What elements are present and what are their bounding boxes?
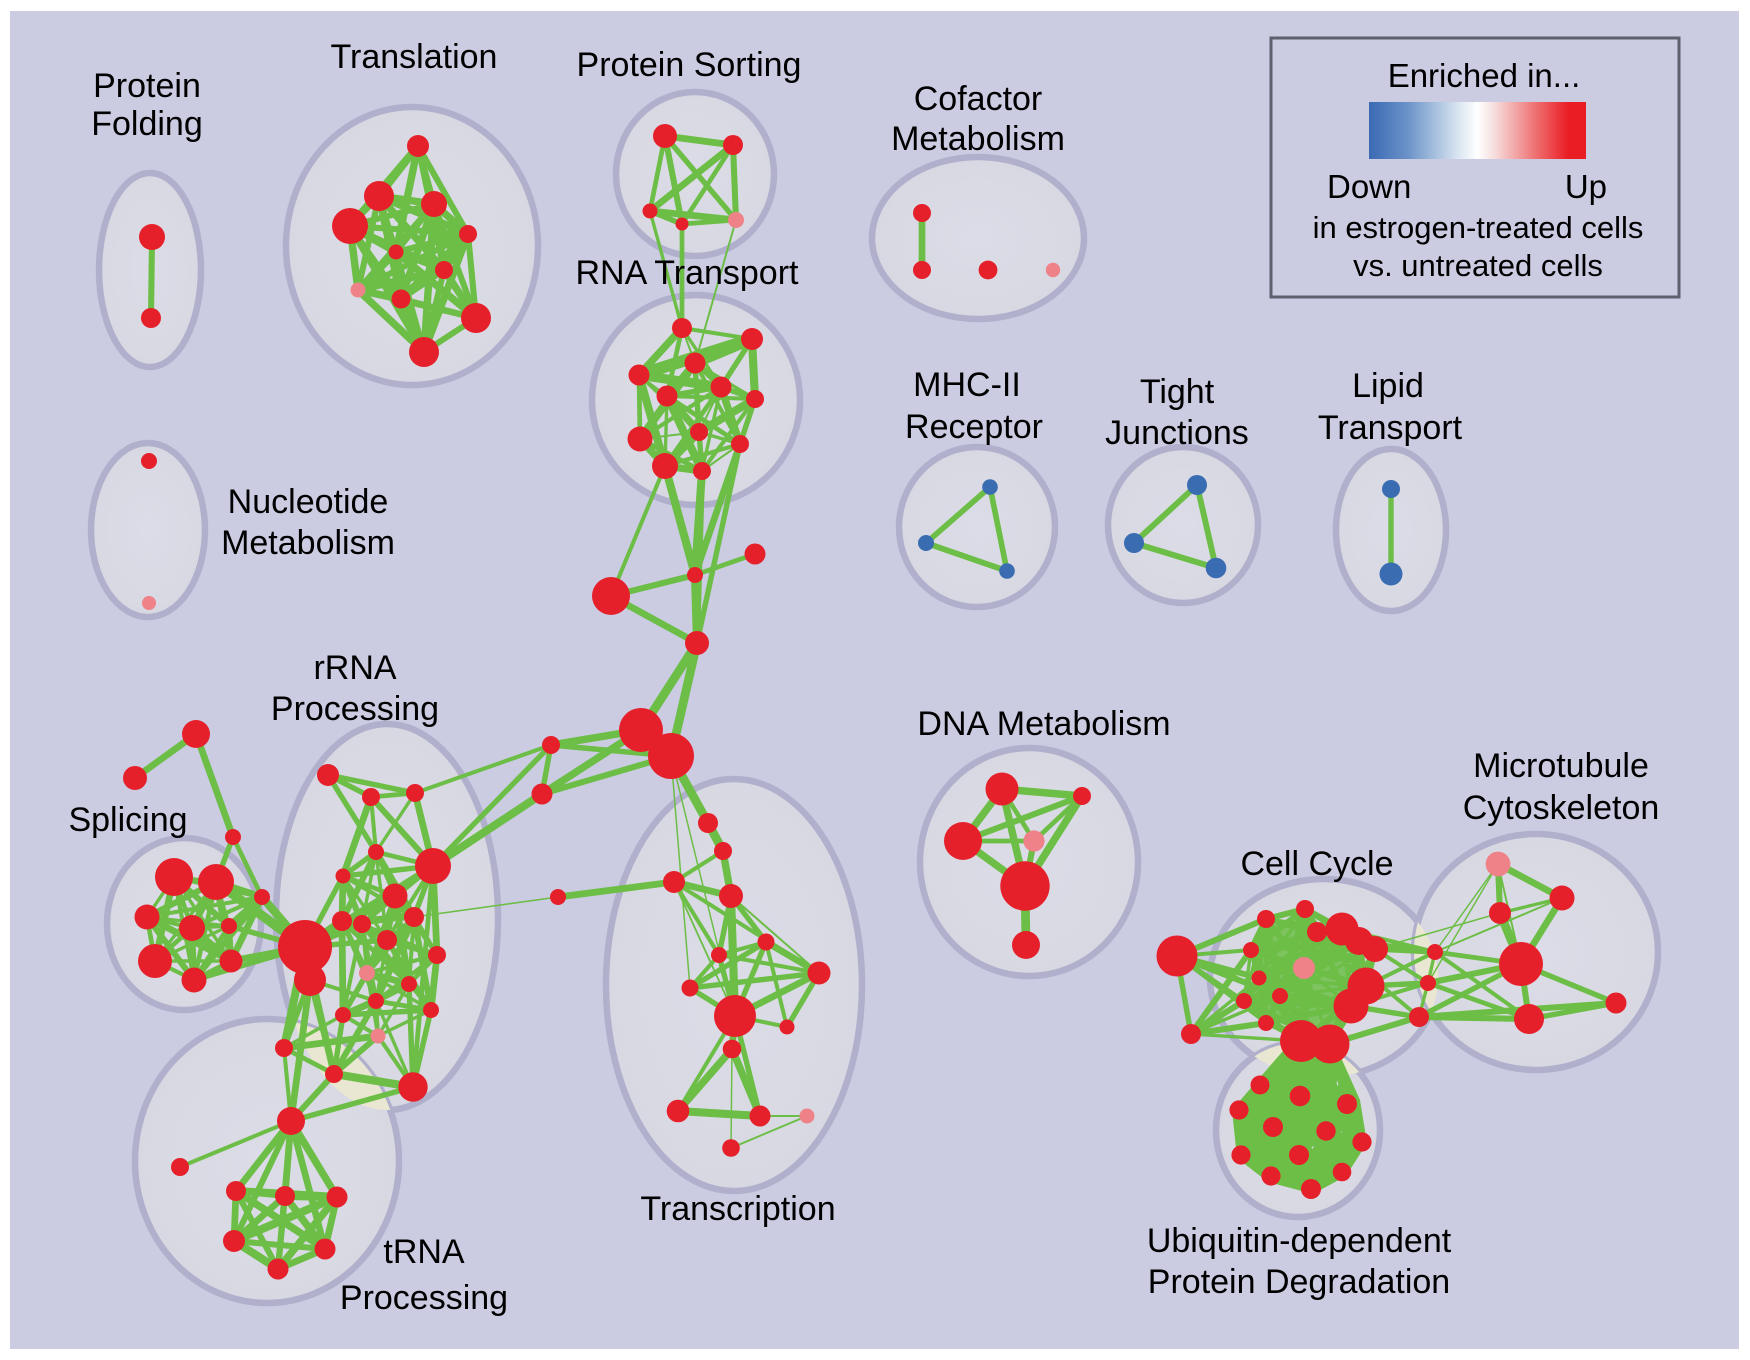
svg-text:Receptor: Receptor	[905, 408, 1043, 446]
svg-text:Microtubule: Microtubule	[1473, 747, 1649, 785]
svg-text:Up: Up	[1565, 168, 1607, 205]
svg-text:Metabolism: Metabolism	[221, 524, 395, 562]
svg-text:Junctions: Junctions	[1105, 414, 1249, 452]
svg-text:Splicing: Splicing	[68, 801, 187, 839]
svg-text:RNA Transport: RNA Transport	[576, 254, 800, 292]
svg-text:Processing: Processing	[340, 1279, 508, 1317]
svg-text:Enriched in...: Enriched in...	[1388, 57, 1581, 94]
svg-text:Lipid: Lipid	[1352, 367, 1424, 405]
svg-text:Transcription: Transcription	[640, 1190, 835, 1228]
svg-text:Tight: Tight	[1140, 373, 1215, 411]
svg-text:Cofactor: Cofactor	[914, 80, 1043, 118]
svg-text:Transport: Transport	[1318, 409, 1463, 447]
svg-text:Cell Cycle: Cell Cycle	[1240, 845, 1393, 883]
svg-text:Protein: Protein	[93, 67, 201, 105]
svg-text:Nucleotide: Nucleotide	[228, 483, 389, 521]
svg-text:MHC-II: MHC-II	[913, 366, 1021, 404]
svg-text:vs. untreated cells: vs. untreated cells	[1353, 248, 1603, 283]
svg-text:Folding: Folding	[91, 105, 203, 143]
svg-text:Cytoskeleton: Cytoskeleton	[1463, 789, 1660, 827]
svg-text:rRNA: rRNA	[313, 649, 396, 687]
svg-text:tRNA: tRNA	[383, 1233, 465, 1271]
svg-text:Down: Down	[1327, 168, 1411, 205]
svg-text:in estrogen-treated cells: in estrogen-treated cells	[1313, 210, 1644, 245]
svg-text:Protein Sorting: Protein Sorting	[577, 46, 802, 84]
svg-text:Processing: Processing	[271, 690, 439, 728]
svg-text:Ubiquitin-dependent: Ubiquitin-dependent	[1147, 1222, 1452, 1260]
svg-text:Translation: Translation	[331, 38, 498, 76]
svg-text:DNA Metabolism: DNA Metabolism	[917, 705, 1170, 743]
svg-text:Metabolism: Metabolism	[891, 120, 1065, 158]
svg-text:Protein Degradation: Protein Degradation	[1148, 1263, 1450, 1301]
